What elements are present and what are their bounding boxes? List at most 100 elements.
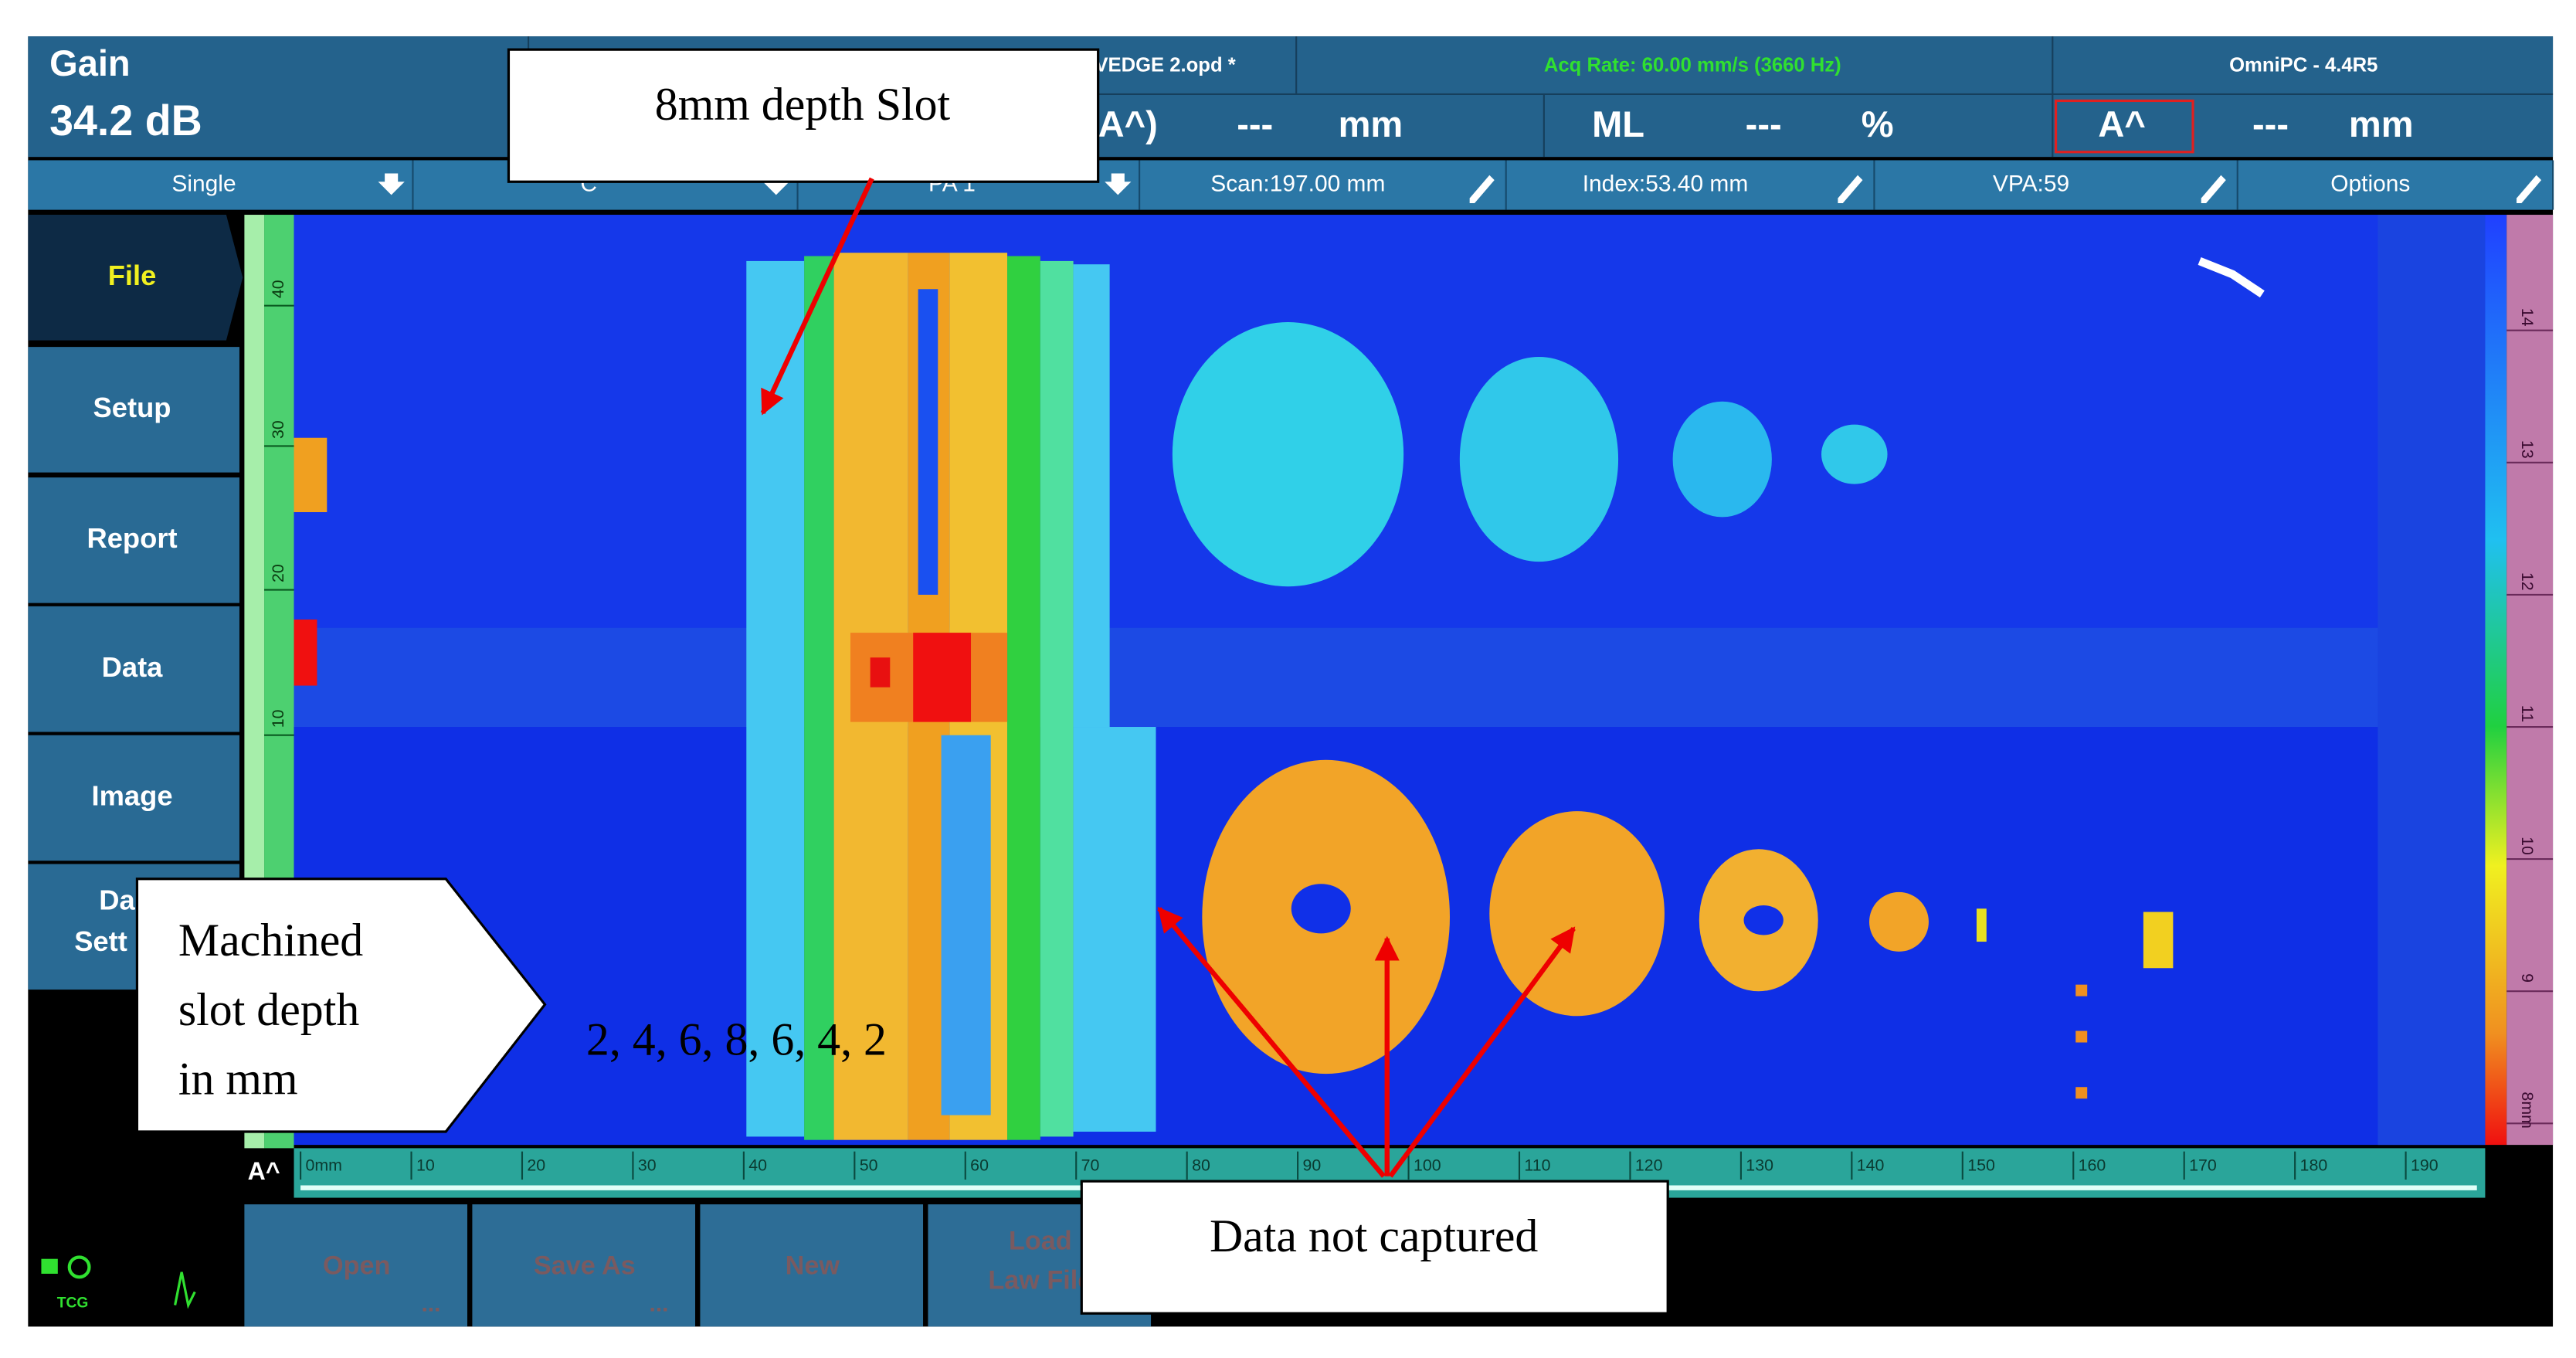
x-tick-label: 170	[2189, 1156, 2217, 1175]
x-tick-label: 150	[1967, 1156, 1995, 1175]
toolbar	[28, 160, 2554, 210]
toolbar-button[interactable]: Index:53.40 mm	[1583, 171, 1749, 196]
x-tick-label: 0mm	[305, 1156, 341, 1175]
toolbar-button[interactable]: Scan:197.00 mm	[1210, 171, 1385, 196]
hole	[1172, 322, 1404, 587]
reading: A^	[2098, 104, 2145, 144]
gear-icon	[67, 1255, 91, 1279]
scale-tick-label: 14	[2518, 308, 2537, 327]
slot-gap	[918, 289, 938, 595]
hole-gap	[1743, 905, 1784, 935]
x-tick-label: 130	[1746, 1156, 1773, 1175]
button-label: Load	[1009, 1226, 1072, 1255]
hole-gap	[1291, 884, 1351, 934]
edit-icon	[1469, 175, 1495, 204]
y-tick-label: 40	[269, 280, 287, 298]
y-tick-label: 30	[269, 420, 287, 439]
menu-button[interactable]	[28, 347, 239, 473]
blip	[2075, 1030, 2088, 1043]
gain-value[interactable]: 34.2 dB	[49, 97, 202, 144]
button-more: ...	[421, 1291, 440, 1316]
toolbar-button[interactable]: Single	[171, 171, 236, 196]
blip	[294, 437, 328, 512]
arrow	[1388, 926, 1576, 1178]
menu-button[interactable]	[28, 735, 239, 861]
x-tick-label: 70	[1081, 1156, 1100, 1175]
x-tick-label: 60	[970, 1156, 989, 1175]
slot	[746, 260, 805, 1137]
edit-icon	[1838, 175, 1863, 204]
toolbar-button[interactable]: Options	[2330, 171, 2410, 196]
x-tick-label: 190	[2411, 1156, 2439, 1175]
menu-label: Da	[99, 884, 135, 915]
blip	[1976, 908, 1987, 942]
scale-tick-label: 12	[2518, 572, 2537, 591]
menu-button[interactable]	[28, 606, 239, 732]
blip	[2075, 984, 2088, 996]
c-scan	[294, 215, 2486, 1146]
blip	[2143, 912, 2174, 969]
reading: mm	[2349, 104, 2414, 144]
hole	[1489, 811, 1665, 1017]
menu-button[interactable]	[28, 215, 243, 341]
scale-ruler	[2506, 215, 2554, 1146]
scale-tick-label: 8mm	[2518, 1091, 2537, 1129]
slot	[1073, 264, 1110, 728]
x-tick-label: 50	[860, 1156, 878, 1175]
annotation: 2, 4, 6, 8, 6, 4, 2	[586, 1013, 887, 1064]
scale-tick-label: 13	[2518, 440, 2537, 459]
hole	[1672, 401, 1772, 518]
action-button[interactable]	[472, 1204, 696, 1327]
annotation: slot depth	[178, 984, 359, 1035]
annotation: 8mm depth Slot	[655, 79, 951, 130]
reading: ---	[2252, 104, 2289, 144]
menu-label: Image	[92, 780, 173, 812]
scale-tick-label: 9	[2518, 973, 2537, 983]
menu-label: File	[108, 260, 157, 291]
button-label: Save As	[534, 1251, 636, 1280]
reading: ---	[1237, 104, 1273, 144]
x-tick-label: 180	[2300, 1156, 2328, 1175]
action-button[interactable]	[700, 1204, 924, 1327]
button-label: Law File	[988, 1266, 1092, 1295]
acq-rate: Acq Rate: 60.00 mm/s (3660 Hz)	[1544, 54, 1841, 76]
annotation: Machined	[178, 915, 363, 966]
hole	[1821, 424, 1888, 484]
app-version: OmniPC - 4.4R5	[2229, 54, 2377, 76]
annotation: in mm	[178, 1054, 298, 1105]
action-button[interactable]	[244, 1204, 468, 1327]
toolbar-button[interactable]: VPA:59	[1993, 171, 2069, 196]
reading: %	[1862, 104, 1894, 144]
button-label: Open	[323, 1251, 390, 1280]
x-tick-label: 120	[1635, 1156, 1663, 1175]
annotation-box	[507, 48, 1100, 183]
hole	[1459, 356, 1619, 562]
x-tick-label: 90	[1303, 1156, 1322, 1175]
menu-button[interactable]	[28, 477, 239, 603]
header	[28, 36, 2554, 158]
marker	[2198, 256, 2265, 298]
arrow	[760, 177, 874, 416]
gain-label: Gain	[49, 42, 131, 83]
x-tick-label: 100	[1414, 1156, 1441, 1175]
menu-label: Report	[87, 522, 177, 554]
arrow	[1157, 906, 1386, 1178]
signal-icon	[174, 1271, 196, 1309]
slot	[1007, 256, 1040, 1140]
x-tick-label: 20	[527, 1156, 545, 1175]
hole	[1869, 891, 1929, 952]
reading-highlight	[2054, 99, 2194, 154]
color-bar	[2485, 215, 2507, 1146]
x-tick-label: 110	[1524, 1156, 1550, 1175]
tcg-status: TCG	[57, 1295, 89, 1311]
reading: mm	[1339, 104, 1403, 144]
file-name: VEDGE 2.opd *	[1095, 54, 1235, 76]
slot	[804, 256, 834, 1140]
annotation-box	[1080, 1180, 1669, 1315]
reading: A^)	[1098, 104, 1158, 144]
slot-core	[913, 633, 972, 722]
slot	[1073, 727, 1156, 1132]
slot	[1040, 260, 1074, 1137]
scan-zone	[2377, 215, 2486, 1146]
